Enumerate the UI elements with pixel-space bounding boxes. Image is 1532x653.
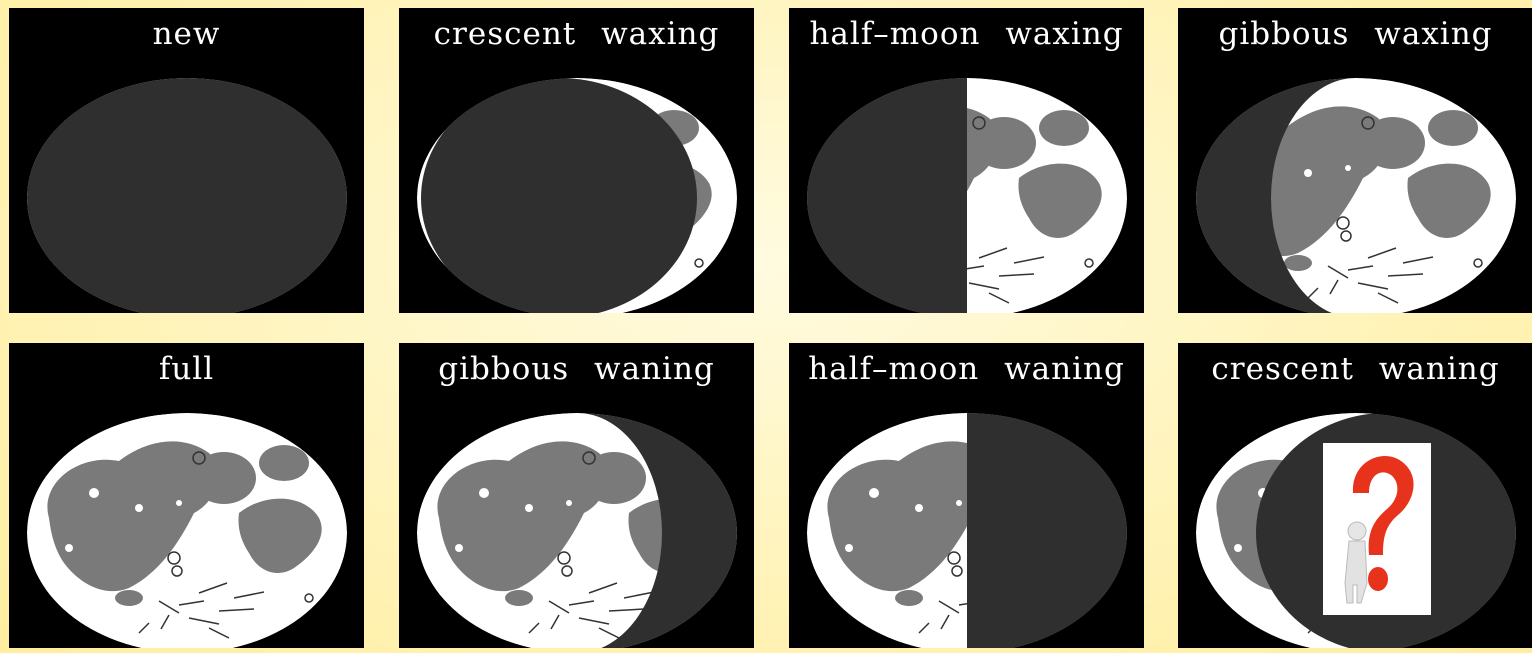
phase-label: gibbous waning xyxy=(438,351,715,387)
phase-label: crescent waxing xyxy=(433,16,720,52)
panel-half-moon-waxing: half–moon waxing xyxy=(789,8,1144,313)
phase-label: new xyxy=(152,16,221,52)
question-mark-figure-icon xyxy=(1323,443,1431,615)
moon-new-icon xyxy=(27,78,347,313)
phase-label: gibbous waxing xyxy=(1218,16,1493,52)
phase-label: crescent waning xyxy=(1211,351,1500,387)
panel-new: new xyxy=(9,8,364,313)
phase-label: full xyxy=(158,351,215,387)
moon-gibbous-waning-icon xyxy=(417,413,737,648)
moon-crescent-waxing-icon xyxy=(417,78,737,313)
phase-label: half–moon waning xyxy=(808,351,1125,387)
moon-half-moon-waxing-icon xyxy=(807,78,1127,313)
panel-gibbous-waning: gibbous waning xyxy=(399,343,754,648)
panel-half-moon-waning: half–moon waning xyxy=(789,343,1144,648)
panel-full: full xyxy=(9,343,364,648)
moon-gibbous-waxing-icon xyxy=(1196,78,1516,313)
phase-label: half–moon waxing xyxy=(809,16,1124,52)
panel-gibbous-waxing: gibbous waxing xyxy=(1178,8,1532,313)
moon-full-icon xyxy=(27,413,347,648)
panel-crescent-waxing: crescent waxing xyxy=(399,8,754,313)
moon-half-moon-waning-icon xyxy=(807,413,1127,648)
panel-crescent-waning: crescent waning xyxy=(1178,343,1532,648)
